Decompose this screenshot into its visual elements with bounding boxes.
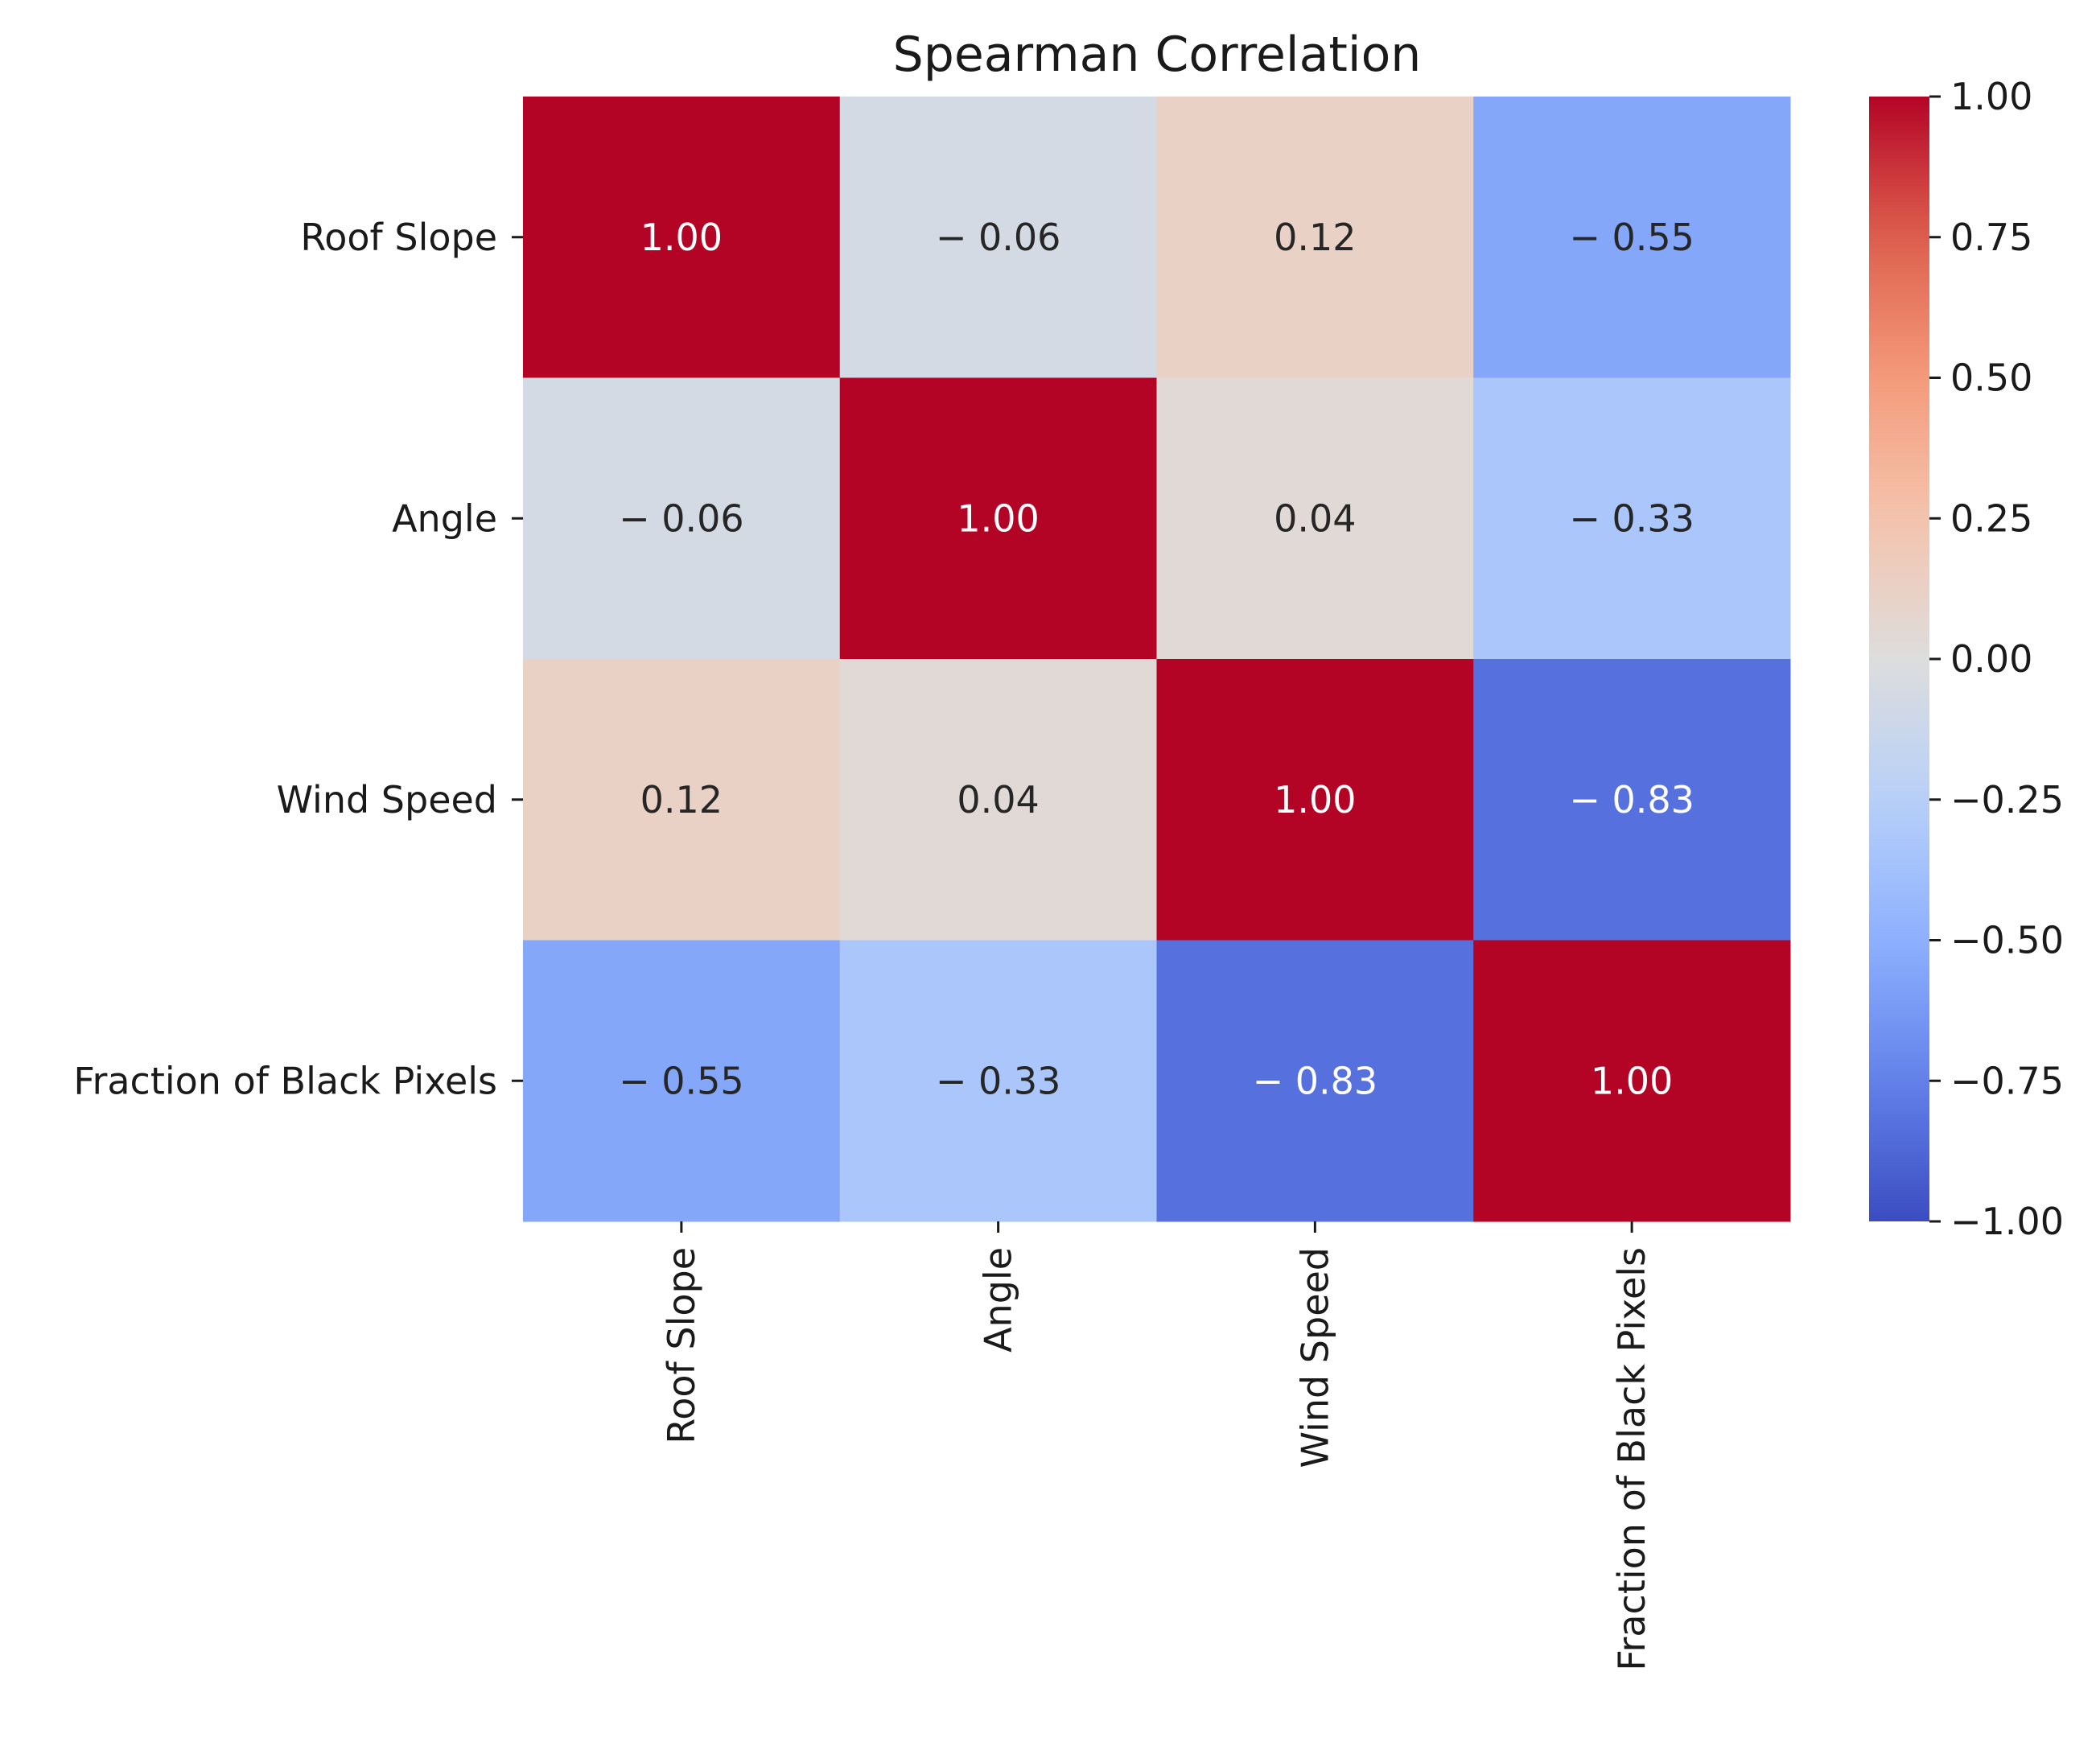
heatmap-cells bbox=[523, 97, 1791, 1222]
cell-value-label: − 0.33 bbox=[1569, 496, 1694, 540]
x-tick-label: Wind Speed bbox=[1293, 1247, 1336, 1468]
heatmap-cell bbox=[839, 97, 1157, 378]
cell-value-label: 1.00 bbox=[1274, 778, 1356, 822]
heatmap-cell bbox=[839, 659, 1157, 941]
x-axis: Roof Slope Angle Wind Speed Fraction of Bla… bbox=[660, 1221, 1653, 1671]
heatmap-cell bbox=[1156, 659, 1474, 941]
cell-value-label: 0.12 bbox=[640, 778, 723, 822]
heatmap-cell bbox=[523, 659, 841, 941]
heatmap-cell bbox=[523, 377, 841, 660]
y-axis: Roof Slope Angle Wind Speed Fraction of Bla… bbox=[73, 216, 523, 1102]
colorbar-tick-label: 0.75 bbox=[1950, 216, 2032, 259]
cell-value-label: − 0.06 bbox=[936, 216, 1061, 259]
x-tick-label: Angle bbox=[977, 1247, 1020, 1353]
colorbar-tick-label: 1.00 bbox=[1950, 75, 2032, 118]
cell-value-label: − 0.06 bbox=[619, 496, 744, 540]
colorbar-tick-label: −0.75 bbox=[1950, 1059, 2064, 1102]
y-tick-label: Angle bbox=[392, 496, 497, 540]
heatmap-cell-labels: 1.00 − 0.06 0.12 − 0.55 − 0.06 1.00 0.04 − 0.33… bbox=[619, 216, 1694, 1103]
y-tick-label: Roof Slope bbox=[300, 216, 497, 259]
heatmap-cell bbox=[1156, 377, 1474, 660]
cell-value-label: 1.00 bbox=[957, 496, 1039, 540]
cell-value-label: − 0.83 bbox=[1569, 778, 1694, 822]
x-tick-label: Fraction of Black Pixels bbox=[1610, 1247, 1653, 1671]
heatmap-cell bbox=[1156, 97, 1474, 378]
heatmap-cell bbox=[1473, 377, 1791, 660]
cell-value-label: − 0.83 bbox=[1253, 1059, 1378, 1102]
cell-value-label: − 0.33 bbox=[936, 1059, 1061, 1102]
colorbar-tick-label: −0.25 bbox=[1950, 778, 2064, 822]
y-tick-label: Fraction of Black Pixels bbox=[73, 1059, 497, 1102]
cell-value-label: 0.04 bbox=[957, 778, 1039, 822]
heatmap-cell bbox=[1473, 659, 1791, 941]
colorbar-gradient bbox=[1869, 97, 1929, 1221]
cell-value-label: 0.04 bbox=[1274, 496, 1356, 540]
cell-value-label: 0.12 bbox=[1274, 216, 1356, 259]
chart-title: Spearman Correlation bbox=[893, 27, 1422, 83]
heatmap-cell bbox=[523, 97, 841, 378]
heatmap-cell bbox=[523, 940, 841, 1222]
cell-value-label: − 0.55 bbox=[619, 1059, 744, 1102]
y-tick-label: Wind Speed bbox=[277, 778, 497, 822]
colorbar: 1.00 0.75 0.50 0.25 0.00 −0.25 −0.50 −0.75 −1.00 bbox=[1869, 75, 2064, 1243]
colorbar-tick-label: 0.25 bbox=[1950, 496, 2032, 540]
x-tick-label: Roof Slope bbox=[660, 1247, 703, 1444]
cell-value-label: 1.00 bbox=[640, 216, 723, 259]
colorbar-tick-label: 0.50 bbox=[1950, 356, 2032, 400]
cell-value-label: − 0.55 bbox=[1569, 216, 1694, 259]
heatmap-cell bbox=[1473, 97, 1791, 378]
heatmap-cell bbox=[1473, 940, 1791, 1222]
heatmap-cell bbox=[839, 940, 1157, 1222]
colorbar-tick-label: −0.50 bbox=[1950, 919, 2064, 962]
colorbar-tick-label: −1.00 bbox=[1950, 1200, 2064, 1243]
cell-value-label: 1.00 bbox=[1591, 1059, 1673, 1102]
heatmap-cell bbox=[1156, 940, 1474, 1222]
colorbar-tick-label: 0.00 bbox=[1950, 637, 2032, 681]
heatmap-cell bbox=[839, 377, 1157, 660]
